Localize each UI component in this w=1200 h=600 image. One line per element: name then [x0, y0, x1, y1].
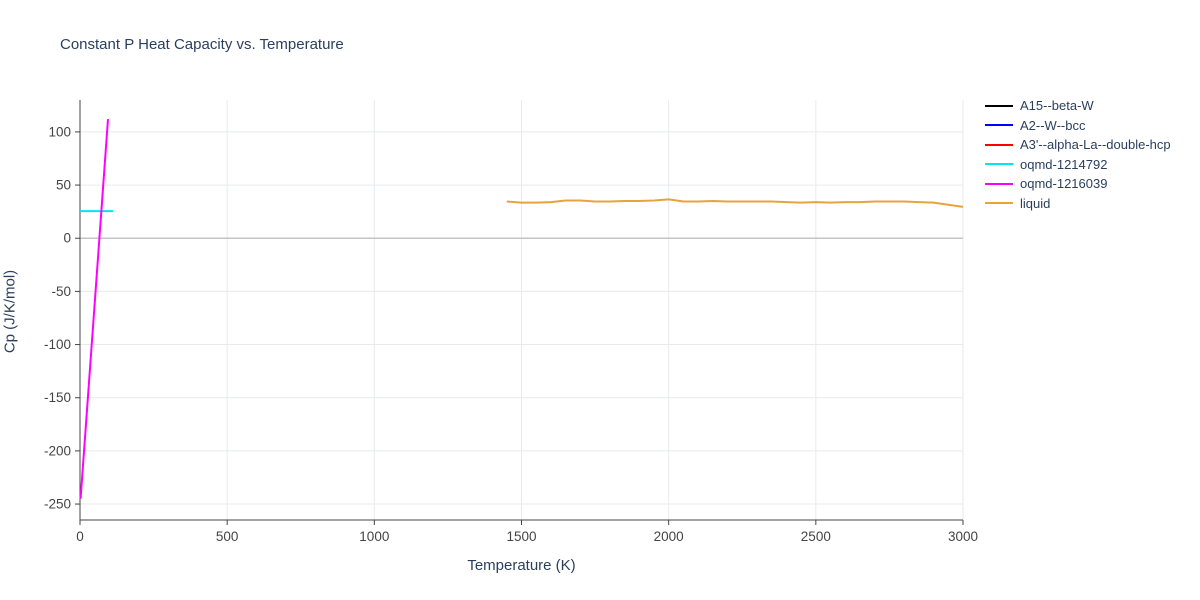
series-line-liquid [506, 198, 964, 208]
legend-swatch [985, 202, 1013, 205]
y-tick-label: -250 [44, 497, 71, 512]
y-tick-label: 0 [63, 231, 71, 246]
legend-label: A15--beta-W [1020, 98, 1094, 114]
legend-item-A2--W--bcc[interactable]: A2--W--bcc [985, 116, 1171, 136]
y-tick-label: -200 [44, 443, 71, 458]
x-tick-label: 2000 [654, 529, 684, 544]
legend-item-A3'--alpha-La--double-hcp[interactable]: A3'--alpha-La--double-hcp [985, 135, 1171, 155]
legend-swatch [985, 104, 1013, 107]
legend-label: A2--W--bcc [1020, 117, 1086, 133]
x-tick-label: 500 [216, 529, 239, 544]
x-tick-label: 0 [76, 529, 84, 544]
x-tick-label: 2500 [801, 529, 831, 544]
legend-label: oqmd-1214792 [1020, 156, 1108, 172]
x-tick-label: 1500 [506, 529, 536, 544]
legend-item-liquid[interactable]: liquid [985, 194, 1171, 214]
legend-swatch [985, 182, 1013, 185]
legend-item-oqmd-1216039[interactable]: oqmd-1216039 [985, 174, 1171, 194]
x-axis-title: Temperature (K) [467, 557, 576, 574]
y-tick-label: -150 [44, 390, 71, 405]
y-tick-label: -50 [51, 284, 71, 299]
legend: A15--beta-W A2--W--bcc A3'--alpha-La--doub… [985, 96, 1171, 213]
legend-label: A3'--alpha-La--double-hcp [1020, 137, 1171, 153]
x-tick-label: 3000 [948, 529, 978, 544]
legend-item-A15--beta-W[interactable]: A15--beta-W [985, 96, 1171, 116]
series-line-oqmd-1216039 [79, 119, 109, 499]
y-tick-label: 50 [56, 178, 71, 193]
y-tick-label: -100 [44, 337, 71, 352]
legend-label: oqmd-1216039 [1020, 176, 1108, 192]
x-tick-label: 1000 [359, 529, 389, 544]
legend-swatch [985, 143, 1013, 146]
legend-swatch [985, 124, 1013, 127]
y-axis-title: Cp (J/K/mol) [1, 269, 19, 354]
legend-label: liquid [1020, 195, 1051, 211]
y-tick-label: 100 [48, 124, 71, 139]
legend-swatch [985, 163, 1013, 166]
chart-title: Constant P Heat Capacity vs. Temperature [60, 36, 344, 53]
legend-item-oqmd-1214792[interactable]: oqmd-1214792 [985, 155, 1171, 175]
